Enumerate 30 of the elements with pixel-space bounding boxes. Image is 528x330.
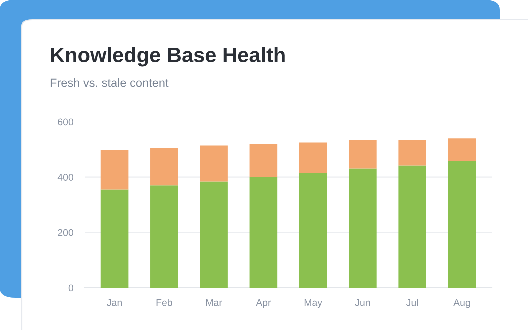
x-tick-label: Jun xyxy=(355,299,370,306)
bar xyxy=(398,140,426,166)
x-tick-label: May xyxy=(304,299,322,308)
chart-subtitle: Fresh vs. stale content xyxy=(50,78,169,88)
x-tick-label: Feb xyxy=(156,299,172,306)
y-tick-label: 0 xyxy=(68,284,74,292)
bar xyxy=(200,146,228,182)
bar xyxy=(448,161,476,288)
bar xyxy=(299,173,328,288)
bar xyxy=(150,186,178,288)
y-tick-label: 400 xyxy=(58,174,74,181)
bar xyxy=(100,150,129,190)
y-tick-label: 600 xyxy=(58,118,74,126)
chart-title: Knowledge Base Health xyxy=(51,47,285,67)
bar xyxy=(250,177,278,288)
bar xyxy=(100,190,129,288)
x-tick-label: Aug xyxy=(454,299,470,308)
bar xyxy=(200,182,228,288)
bar xyxy=(448,138,476,162)
x-tick-label: Mar xyxy=(206,299,222,306)
x-tick-label: Jul xyxy=(406,299,418,306)
bar xyxy=(150,148,178,186)
bar xyxy=(398,166,426,288)
x-tick-label: Jan xyxy=(107,299,122,306)
bar xyxy=(349,140,377,169)
bar xyxy=(299,142,328,174)
bar xyxy=(349,168,377,288)
bar xyxy=(250,144,278,178)
x-tick-label: Apr xyxy=(256,299,272,308)
y-tick-label: 200 xyxy=(58,229,74,236)
